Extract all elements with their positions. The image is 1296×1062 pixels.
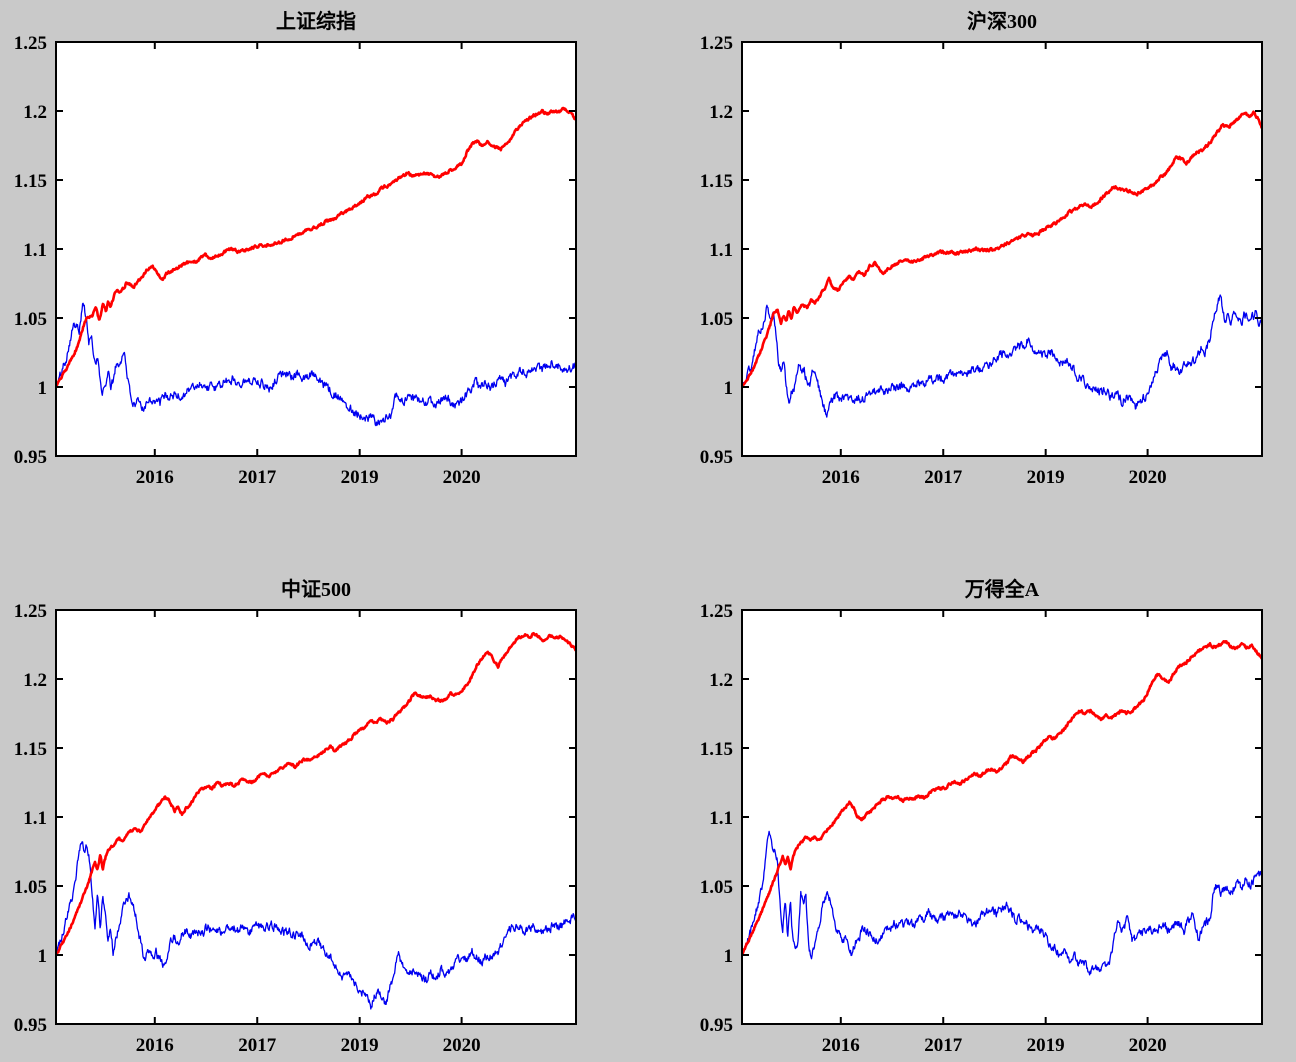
plot-background xyxy=(742,42,1262,456)
x-tick-label: 2017 xyxy=(238,467,277,488)
red-line-series xyxy=(743,639,1261,956)
y-tick-label: 1.05 xyxy=(14,877,47,898)
y-tick-label: 1.25 xyxy=(14,33,47,54)
y-tick-label: 1.15 xyxy=(14,171,47,192)
chart-title-csi300: 沪深300 xyxy=(967,11,1037,33)
chart-title-wind-all-a: 万得全A xyxy=(964,579,1040,601)
y-tick-label: 1.1 xyxy=(709,808,733,829)
y-tick-label: 1 xyxy=(724,946,734,967)
y-tick-label: 1 xyxy=(38,946,48,967)
x-tick-label: 2016 xyxy=(136,1035,174,1056)
x-tick-label: 2020 xyxy=(443,467,481,488)
x-tick-label: 2019 xyxy=(341,467,379,488)
chart-title-sse-composite: 上证综指 xyxy=(276,11,356,33)
x-tick-label: 2017 xyxy=(924,1035,963,1056)
blue-line-series xyxy=(743,294,1261,418)
red-line-series xyxy=(57,631,575,956)
y-tick-label: 1.2 xyxy=(23,102,47,123)
plot-background xyxy=(742,610,1262,1024)
blue-line-series xyxy=(743,830,1261,976)
y-tick-label: 1.1 xyxy=(23,808,47,829)
y-tick-label: 1.05 xyxy=(700,309,733,330)
y-tick-label: 1.15 xyxy=(700,171,733,192)
y-tick-label: 0.95 xyxy=(14,447,47,468)
y-tick-label: 1.15 xyxy=(14,739,47,760)
x-tick-label: 2017 xyxy=(238,1035,277,1056)
x-tick-label: 2020 xyxy=(443,1035,481,1056)
y-tick-label: 1.2 xyxy=(709,670,733,691)
y-tick-label: 0.95 xyxy=(700,447,733,468)
x-tick-label: 2016 xyxy=(822,467,860,488)
y-tick-label: 1.05 xyxy=(700,877,733,898)
x-tick-label: 2017 xyxy=(924,467,963,488)
y-tick-label: 1.25 xyxy=(700,601,733,622)
y-tick-label: 1.25 xyxy=(700,33,733,54)
y-tick-label: 1.1 xyxy=(23,240,47,261)
y-tick-label: 1.2 xyxy=(23,670,47,691)
plot-background xyxy=(56,610,576,1024)
y-tick-label: 1 xyxy=(724,378,734,399)
plot-background xyxy=(56,42,576,456)
y-tick-label: 1.1 xyxy=(709,240,733,261)
x-tick-label: 2020 xyxy=(1129,1035,1167,1056)
y-tick-label: 0.95 xyxy=(14,1015,47,1036)
red-line-series xyxy=(743,110,1261,388)
x-tick-label: 2016 xyxy=(136,467,174,488)
y-tick-label: 1.25 xyxy=(14,601,47,622)
x-tick-label: 2019 xyxy=(1027,467,1065,488)
blue-line-series xyxy=(57,841,575,1010)
y-tick-label: 0.95 xyxy=(700,1015,733,1036)
chart-title-csi500: 中证500 xyxy=(281,579,351,601)
x-tick-label: 2016 xyxy=(822,1035,860,1056)
y-tick-label: 1.15 xyxy=(700,739,733,760)
x-tick-label: 2020 xyxy=(1129,467,1167,488)
blue-line-series xyxy=(57,302,575,427)
red-line-series xyxy=(57,106,575,388)
y-tick-label: 1.2 xyxy=(709,102,733,123)
y-tick-label: 1.05 xyxy=(14,309,47,330)
x-tick-label: 2019 xyxy=(1027,1035,1065,1056)
y-tick-label: 1 xyxy=(38,378,48,399)
x-tick-label: 2019 xyxy=(341,1035,379,1056)
